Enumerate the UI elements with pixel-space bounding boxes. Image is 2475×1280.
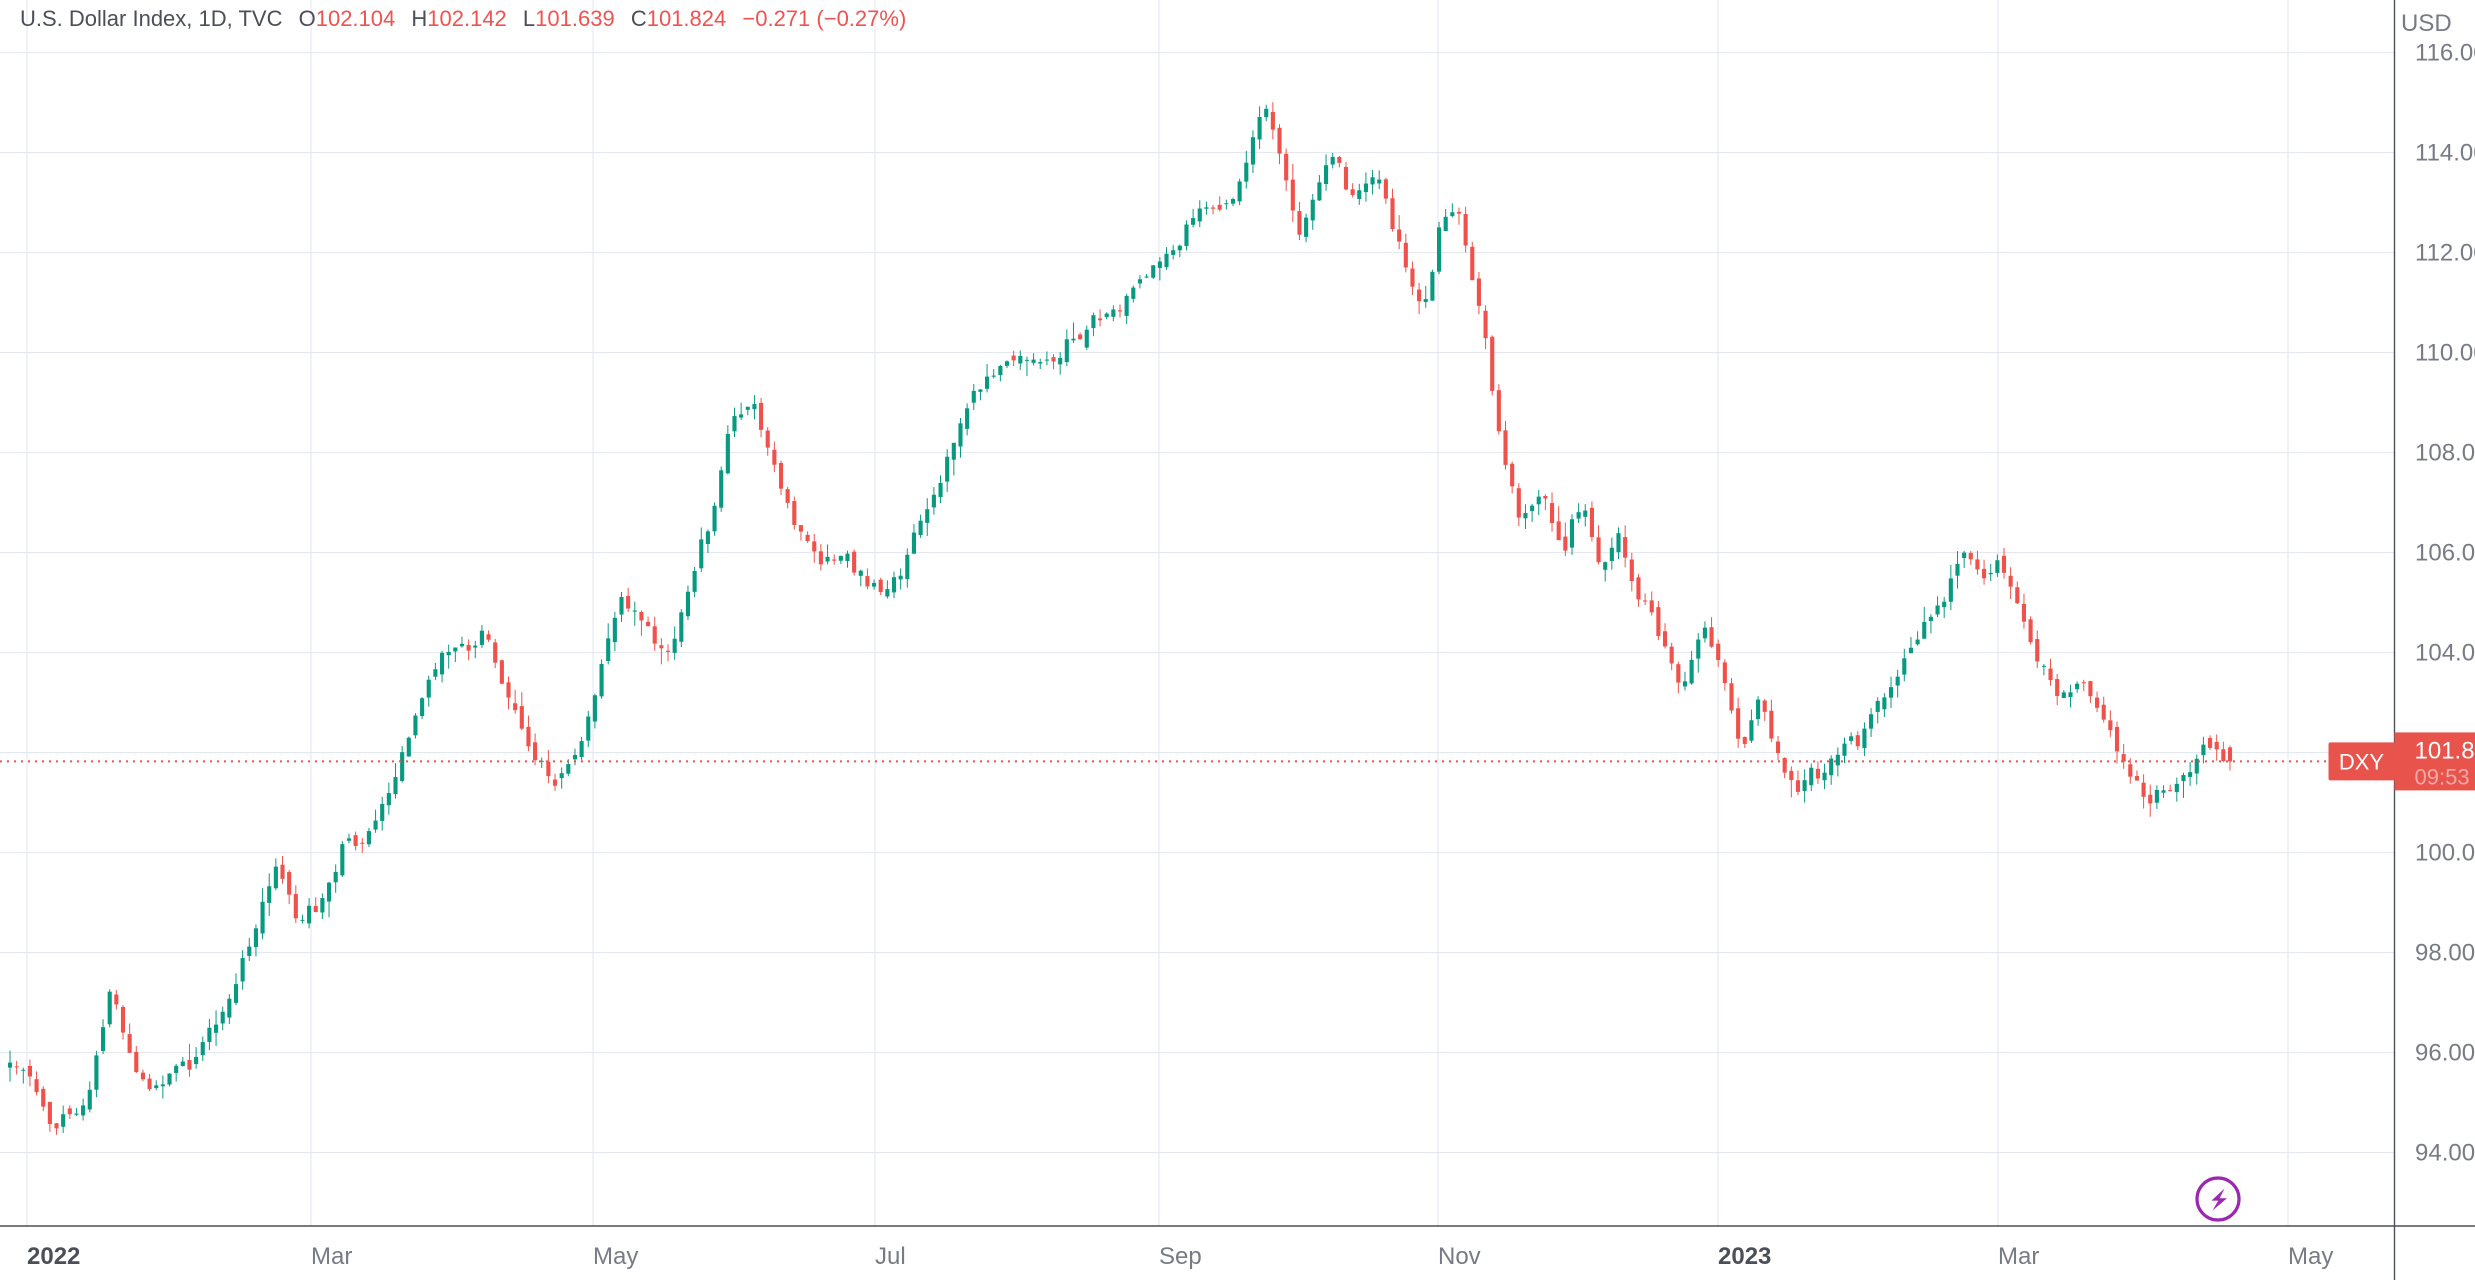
svg-text:2022: 2022 — [27, 1243, 80, 1270]
svg-text:112.00: 112.00 — [2415, 240, 2475, 267]
svg-text:Mar: Mar — [311, 1243, 352, 1270]
svg-text:94.00: 94.00 — [2415, 1140, 2475, 1167]
svg-text:Sep: Sep — [1159, 1243, 1202, 1270]
svg-text:108.00: 108.00 — [2415, 440, 2475, 467]
svg-text:May: May — [2288, 1243, 2333, 1270]
svg-text:100.00: 100.00 — [2415, 840, 2475, 867]
svg-text:104.00: 104.00 — [2415, 640, 2475, 667]
svg-text:Jul: Jul — [875, 1243, 906, 1270]
svg-text:Nov: Nov — [1438, 1243, 1481, 1270]
svg-text:DXY: DXY — [2339, 749, 2385, 774]
svg-text:96.00: 96.00 — [2415, 1040, 2475, 1067]
svg-text:114.00: 114.00 — [2415, 140, 2475, 167]
svg-text:Mar: Mar — [1998, 1243, 2039, 1270]
svg-text:09:53: 09:53 — [2415, 764, 2470, 789]
svg-text:110.00: 110.00 — [2415, 340, 2475, 367]
svg-text:May: May — [593, 1243, 638, 1270]
svg-text:2023: 2023 — [1718, 1243, 1771, 1270]
svg-text:101.82: 101.82 — [2415, 737, 2475, 764]
svg-text:106.00: 106.00 — [2415, 540, 2475, 567]
svg-text:116.00: 116.00 — [2415, 40, 2475, 67]
svg-text:98.00: 98.00 — [2415, 940, 2475, 967]
